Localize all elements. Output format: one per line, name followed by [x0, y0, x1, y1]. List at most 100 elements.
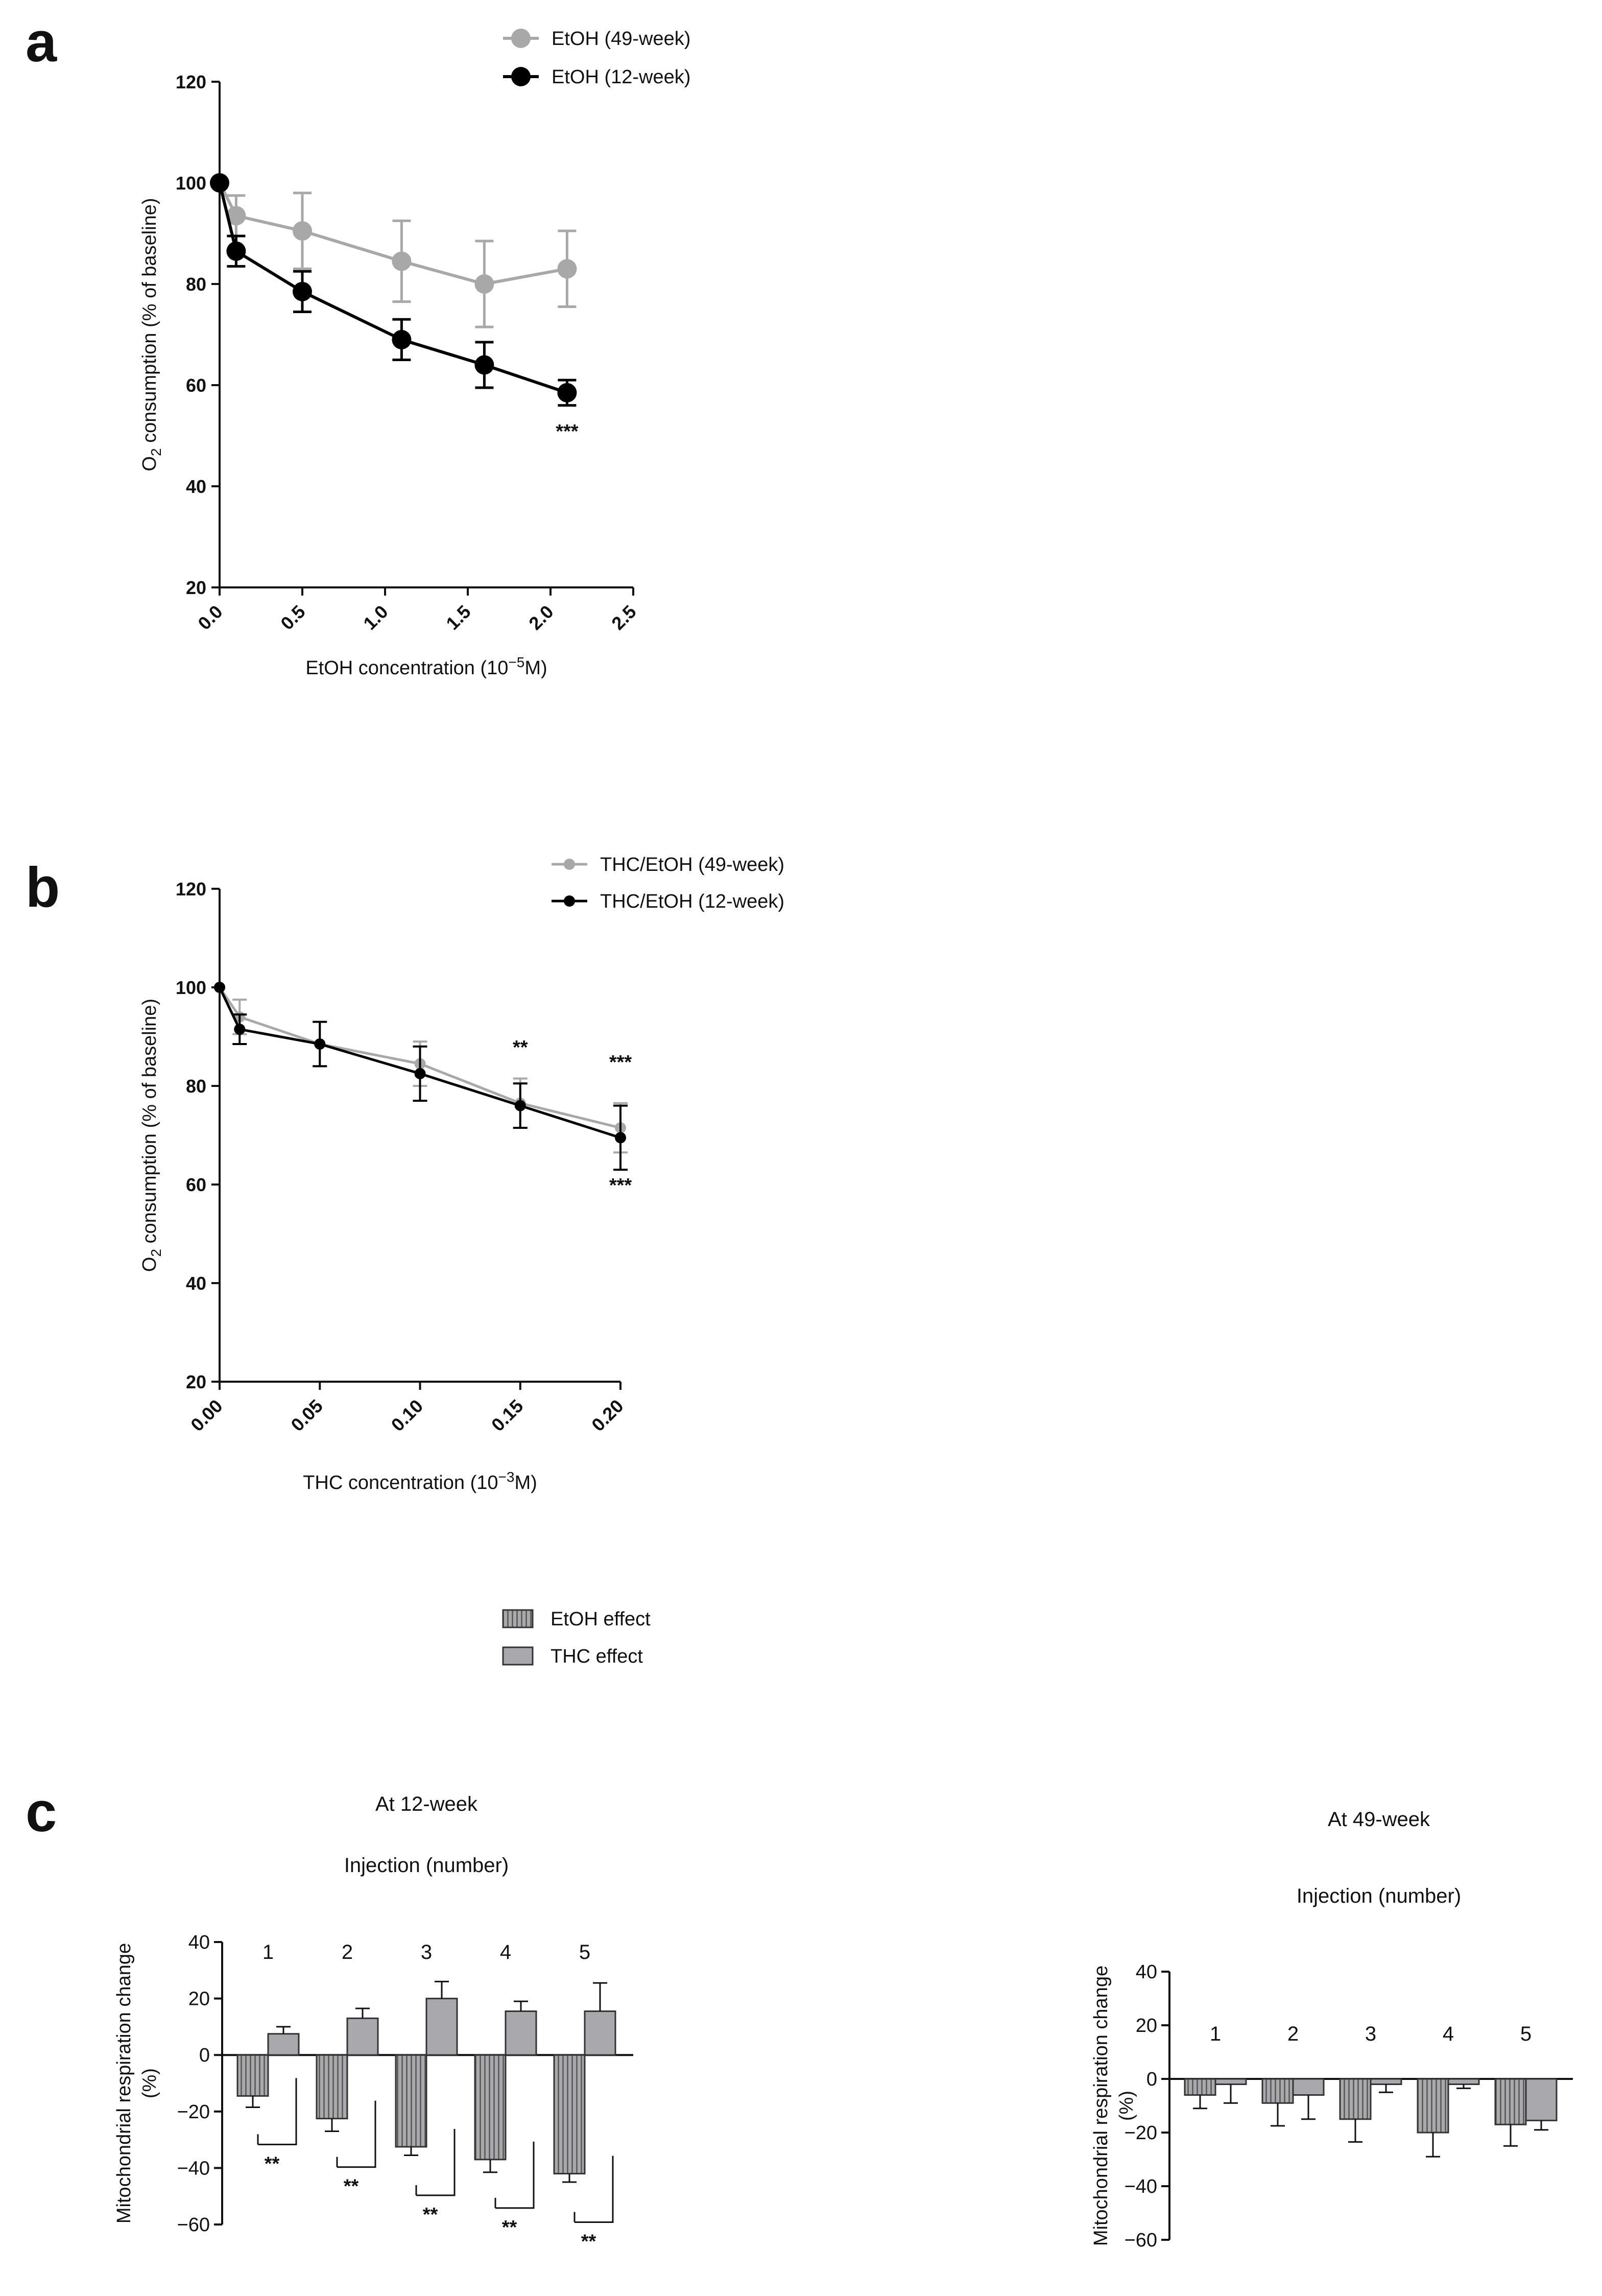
legend-swatch [502, 1609, 534, 1628]
injection-number: 5 [579, 1941, 590, 1963]
x-tick-label: 0.20 [587, 1395, 628, 1436]
injection-number: 5 [1520, 2023, 1532, 2045]
panel-label-b: b [26, 856, 60, 919]
series-line-0 [218, 986, 621, 1129]
y-tick-label: 40 [186, 1273, 206, 1294]
y-tick-label: 20 [186, 577, 206, 598]
x-axis-label: EtOH concentration (10−5M) [305, 654, 547, 679]
y-tick-label: 20 [1136, 2015, 1157, 2037]
chart-c-12-week: At 12-week Injection (number) 40 20 0 −20 −40 −… [113, 1793, 633, 2252]
y-axis-label-part: O [139, 1257, 160, 1272]
significance-marker: ** [423, 2204, 438, 2226]
x-tick-label: 0.15 [487, 1395, 528, 1436]
bar-thc [1214, 2078, 1247, 2085]
bar-etoh [316, 2054, 348, 2120]
y-axis-label: O2 consumption (% of baseline) [139, 198, 164, 471]
y-tick-label: 60 [186, 375, 206, 396]
significance-bracket [258, 2078, 297, 2145]
data-point [392, 329, 412, 349]
chart-subtitle: Injection (number) [344, 1854, 509, 1877]
bar-thc [1525, 2078, 1558, 2121]
y-axis-label-unit: (%) [139, 2068, 160, 2098]
injection-number: 4 [500, 1941, 511, 1963]
legend-label: EtOH (12-week) [552, 66, 690, 88]
significance-bracket [575, 2156, 614, 2223]
y-tick-label: −40 [1125, 2176, 1157, 2197]
y-tick-label: −60 [177, 2214, 210, 2236]
y-tick-label: 80 [186, 274, 206, 295]
injection-number: 3 [1365, 2023, 1376, 2045]
chart-c-49-week: At 49-week Injection (number) 40 20 0 −20 −40 −… [1090, 1808, 1573, 2251]
chart-title: At 12-week [375, 1793, 478, 1815]
y-axis-label-part: 2 [148, 448, 164, 456]
significance-marker: *** [609, 1175, 632, 1196]
y-axis-label: O2 consumption (% of baseline) [139, 999, 164, 1272]
bar-thc [1370, 2078, 1402, 2085]
x-axis-label-part: −5 [508, 654, 524, 670]
y-tick-label: 0 [199, 2045, 210, 2066]
x-tick-label: 2.0 [524, 601, 557, 634]
y-tick-label: −20 [1125, 2122, 1157, 2144]
bar-thc [267, 2033, 300, 2056]
data-point [293, 281, 312, 301]
bar-etoh [1417, 2078, 1449, 2134]
data-point [234, 1024, 246, 1035]
data-point [214, 982, 225, 993]
y-tick-label: 60 [186, 1174, 206, 1195]
y-tick-label: 40 [1136, 1961, 1157, 1983]
y-tick-label: 80 [186, 1076, 206, 1097]
y-tick-label: 100 [176, 977, 206, 998]
x-tick-label: 1.0 [359, 601, 392, 634]
legend-c: EtOH effect THC effect [502, 1608, 651, 1667]
significance-marker: ** [265, 2153, 280, 2174]
legend-marker [511, 67, 531, 86]
data-point [557, 259, 577, 279]
bar-etoh [1184, 2078, 1216, 2096]
x-tick-label: 0.5 [276, 601, 309, 634]
bar-etoh [474, 2054, 507, 2161]
legend-marker [564, 895, 575, 907]
data-point [210, 173, 229, 193]
y-axis-label-part: consumption (% of baseline) [139, 198, 160, 448]
y-axis-label-unit: (%) [1116, 2091, 1137, 2121]
bar-etoh [395, 2054, 427, 2148]
bar-thc [1447, 2078, 1480, 2085]
bar-thc [584, 2010, 616, 2056]
y-tick-label: 100 [176, 173, 206, 194]
y-axis-label-part: 2 [148, 1249, 164, 1257]
y-tick-label: 0 [1146, 2069, 1157, 2090]
data-point [474, 355, 494, 375]
bar-etoh [553, 2054, 586, 2174]
significance-bracket [416, 2128, 456, 2196]
bar-thc [346, 2017, 379, 2056]
significance-bracket [337, 2100, 376, 2168]
bar-thc [505, 2010, 537, 2056]
legend-swatch [502, 1646, 534, 1666]
x-tick-label: 0.10 [387, 1395, 427, 1436]
chart-title: At 49-week [1328, 1808, 1430, 1831]
x-tick-label: 0.0 [194, 601, 226, 634]
legend-marker [511, 29, 531, 48]
data-point [314, 1038, 326, 1050]
x-tick-label: 2.5 [607, 601, 640, 634]
panel-label-c: c [26, 1781, 57, 1843]
bar-thc [425, 1998, 458, 2056]
significance-marker: ** [344, 2176, 359, 2197]
significance-marker: ** [513, 1037, 528, 1058]
y-axis-label-part: O [139, 456, 160, 471]
x-axis-label-part: THC concentration (10 [303, 1472, 498, 1494]
data-point [414, 1068, 426, 1079]
data-point [293, 221, 312, 241]
bar-etoh [1261, 2078, 1294, 2104]
data-point [392, 251, 412, 271]
chart-subtitle: Injection (number) [1297, 1885, 1461, 1907]
bar-etoh [1494, 2078, 1527, 2125]
significance-marker: ** [502, 2217, 517, 2238]
data-point [474, 274, 494, 294]
injection-number: 4 [1443, 2023, 1454, 2045]
y-tick-label: 40 [188, 1932, 210, 1953]
injection-number: 2 [342, 1941, 353, 1963]
legend-label: THC/EtOH (12-week) [600, 891, 784, 912]
y-axis-label: Mitochondrial respiration change [113, 1943, 135, 2223]
